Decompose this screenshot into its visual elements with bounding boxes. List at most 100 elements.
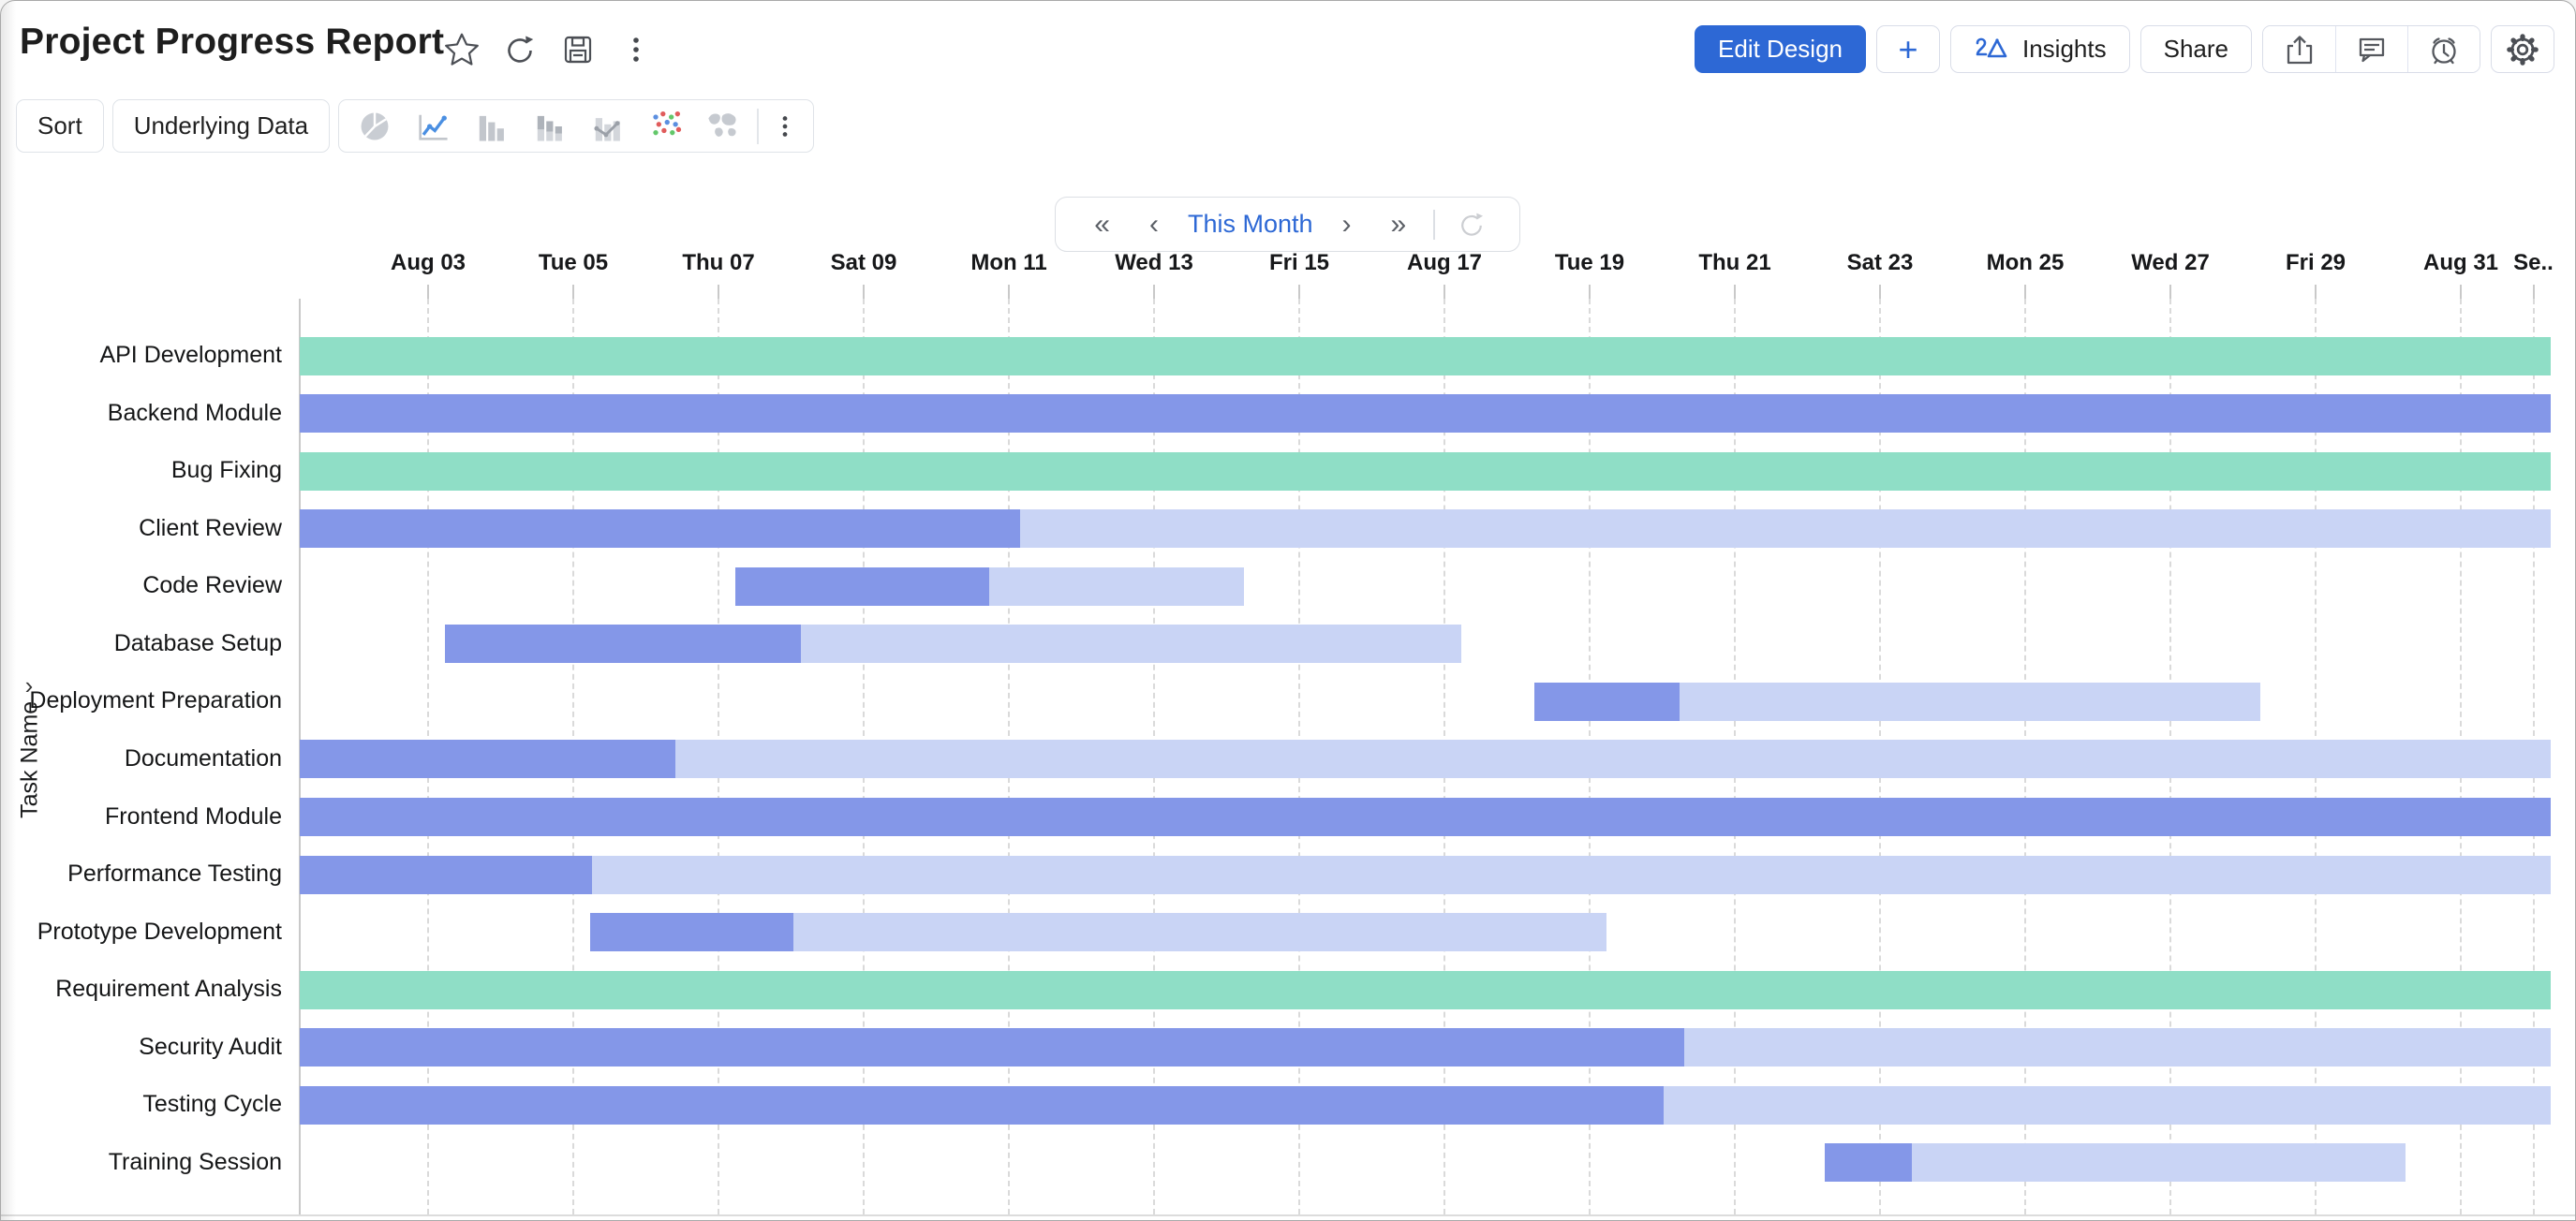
task-label: Performance Testing [67,861,282,888]
x-axis-tick [2460,285,2462,299]
comment-icon[interactable] [2335,26,2407,72]
more-options-icon[interactable] [615,29,657,70]
more-chart-types-icon[interactable] [766,100,804,152]
gantt-bar-progress [300,855,593,894]
share-button[interactable]: Share [2139,25,2252,73]
add-button[interactable]: + [1876,25,1940,73]
reload-period-icon[interactable] [1443,209,1501,241]
gantt-bar[interactable] [1533,682,2260,721]
x-axis-tick [1008,285,1010,299]
x-axis-date-label: Wed 13 [1115,250,1193,275]
gantt-bar[interactable] [300,1028,2551,1067]
scatter-plot-icon[interactable] [639,100,691,152]
x-axis-tick [1589,285,1591,299]
sort-button[interactable]: Sort [16,99,104,153]
x-axis-date-label: Fri 29 [2285,250,2347,275]
x-axis-tick [2532,285,2535,299]
task-label: Bug Fixing [170,457,282,484]
x-axis-date-label: Wed 27 [2131,250,2210,275]
first-period-icon[interactable]: « [1094,208,1110,240]
nav-divider [1433,209,1435,240]
x-axis-tick [1298,285,1300,299]
gantt-bar[interactable] [735,566,1244,606]
gantt-bar[interactable] [590,913,1606,952]
x-axis-tick [427,285,429,299]
gantt-bar-progress [735,566,990,606]
header-icon-group [2262,25,2480,73]
edit-design-button[interactable]: Edit Design [1695,25,1866,73]
plot-bottom-border [1,1214,2575,1216]
last-period-icon[interactable]: » [1390,208,1407,240]
task-label: Deployment Preparation [29,687,282,714]
x-axis-date-label: Sat 09 [830,250,897,275]
gantt-bar[interactable] [300,855,2551,894]
gantt-bar[interactable] [445,625,1461,664]
bar-chart-icon[interactable] [465,100,517,152]
x-axis-date-label: Aug 03 [390,250,466,275]
favorite-star-icon[interactable] [441,29,482,70]
pie-chart-icon[interactable] [348,100,401,152]
refresh-icon[interactable] [499,29,540,70]
x-axis-date-label: Aug 17 [1406,250,1483,275]
x-axis-tick [1734,285,1736,299]
gantt-bar-progress [300,798,2551,837]
gantt-bar[interactable] [300,740,2551,779]
toolbar-separator [757,108,759,144]
stacked-bar-chart-icon[interactable] [523,100,575,152]
period-label[interactable]: This Month [1187,210,1313,238]
gantt-bar-progress [300,394,2551,434]
gantt-bar[interactable] [300,970,2551,1009]
bar-line-combo-icon[interactable] [581,100,633,152]
gantt-bar[interactable] [300,451,2551,491]
task-label: Prototype Development [37,918,282,945]
map-chart-icon[interactable] [697,100,749,152]
x-axis-tick [863,285,865,299]
x-axis-tick [1153,285,1155,299]
next-period-icon[interactable]: › [1341,208,1352,240]
x-axis-tick [1879,285,1881,299]
x-axis-date-label: Aug 31 [2422,250,2499,275]
task-label: Frontend Module [104,802,282,830]
gantt-bar-progress [300,740,676,779]
alarm-icon[interactable] [2407,26,2480,72]
x-axis-date-label: Sat 23 [1846,250,1914,275]
task-label: Code Review [142,572,282,599]
task-label: Security Audit [139,1033,282,1060]
period-navigator: « ‹ This Month › » [1055,197,1520,252]
x-axis-tick [572,285,574,299]
insights-label: Insights [2022,35,2107,63]
x-axis-tick [2024,285,2026,299]
x-axis-tick [2315,285,2317,299]
chart-type-toolbar [338,99,814,153]
settings-gear-icon[interactable] [2491,25,2554,73]
gantt-bar[interactable] [300,394,2551,434]
previous-period-icon[interactable]: ‹ [1148,208,1159,240]
task-label: Client Review [139,514,282,541]
x-axis-tick [2169,285,2171,299]
x-axis-date-label: Mon 11 [970,250,1047,275]
task-label: Documentation [124,744,282,772]
gantt-bar-progress [300,509,1020,549]
task-label: Requirement Analysis [55,976,282,1003]
task-label: Testing Cycle [142,1091,282,1118]
x-axis-date-label: Fri 15 [1268,250,1330,275]
gantt-bar[interactable] [1824,1143,2406,1183]
gantt-bar-progress [590,913,793,952]
gantt-bar-progress [1824,1143,1912,1183]
save-icon[interactable] [557,29,599,70]
export-icon[interactable] [2263,26,2335,72]
x-axis-date-label: Thu 21 [1698,250,1771,275]
gantt-bar[interactable] [300,509,2551,549]
gantt-bar[interactable] [300,798,2551,837]
insights-button[interactable]: Insights [1950,25,2130,73]
gantt-bar[interactable] [300,1085,2551,1125]
gantt-bar-progress [445,625,801,664]
line-chart-icon[interactable] [407,100,459,152]
x-axis-date-label: Tue 05 [538,250,609,275]
gantt-bar[interactable] [300,336,2551,375]
underlying-data-button[interactable]: Underlying Data [111,99,331,153]
zia-insights-icon [1974,36,2011,64]
x-axis-date-label: Thu 07 [682,250,755,275]
x-axis-date-label: Mon 25 [1986,250,2065,275]
